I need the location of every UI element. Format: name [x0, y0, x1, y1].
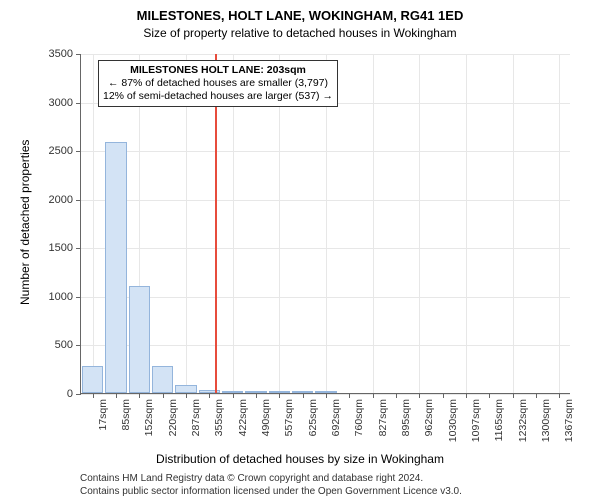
x-tick: [116, 393, 117, 398]
x-tick: [326, 393, 327, 398]
y-tick: [76, 54, 81, 55]
grid-line-vertical: [559, 54, 560, 393]
grid-line-vertical: [466, 54, 467, 393]
x-tick: [419, 393, 420, 398]
x-tick: [396, 393, 397, 398]
annotation-line: ← 87% of detached houses are smaller (3,…: [103, 77, 333, 90]
histogram-bar: [82, 366, 103, 393]
footer-line: Contains public sector information licen…: [80, 485, 462, 498]
x-tick-label: 557sqm: [283, 399, 295, 436]
annotation-box: MILESTONES HOLT LANE: 203sqm ← 87% of de…: [98, 60, 338, 107]
y-tick: [76, 345, 81, 346]
y-tick-label: 2500: [49, 145, 73, 157]
x-tick-label: 1030sqm: [447, 399, 459, 442]
y-tick: [76, 151, 81, 152]
x-axis-label: Distribution of detached houses by size …: [0, 452, 600, 466]
histogram-bar: [222, 391, 243, 393]
y-tick-label: 1000: [49, 291, 73, 303]
x-tick: [466, 393, 467, 398]
histogram-bar: [129, 286, 150, 393]
x-tick-label: 1165sqm: [493, 399, 505, 441]
x-tick-label: 220sqm: [167, 399, 179, 436]
annotation-line: MILESTONES HOLT LANE: 203sqm: [103, 64, 333, 77]
x-tick: [163, 393, 164, 398]
x-tick-label: 962sqm: [423, 399, 435, 436]
footer-line: Contains HM Land Registry data © Crown c…: [80, 472, 462, 485]
histogram-bar: [315, 391, 336, 393]
y-tick-label: 3000: [49, 97, 73, 109]
chart-title-line2: Size of property relative to detached ho…: [0, 26, 600, 40]
x-tick-label: 152sqm: [143, 399, 155, 436]
grid-line-vertical: [93, 54, 94, 393]
y-tick-label: 1500: [49, 242, 73, 254]
x-tick: [536, 393, 537, 398]
x-tick: [186, 393, 187, 398]
x-tick: [139, 393, 140, 398]
x-tick: [303, 393, 304, 398]
x-tick: [349, 393, 350, 398]
x-tick: [489, 393, 490, 398]
x-tick-label: 1367sqm: [563, 399, 575, 442]
grid-line-vertical: [373, 54, 374, 393]
y-tick: [76, 103, 81, 104]
y-tick-label: 2000: [49, 194, 73, 206]
histogram-bar: [152, 366, 173, 393]
footer-credits: Contains HM Land Registry data © Crown c…: [80, 472, 462, 498]
x-tick-label: 17sqm: [97, 399, 109, 431]
y-tick: [76, 394, 81, 395]
histogram-bar: [105, 142, 126, 393]
grid-line-vertical: [513, 54, 514, 393]
x-tick-label: 355sqm: [213, 399, 225, 436]
annotation-line: 12% of semi-detached houses are larger (…: [103, 90, 333, 103]
y-tick-label: 0: [67, 388, 73, 400]
x-tick: [93, 393, 94, 398]
x-tick-label: 760sqm: [353, 399, 365, 436]
x-tick: [513, 393, 514, 398]
x-tick: [443, 393, 444, 398]
y-tick: [76, 248, 81, 249]
x-tick-label: 1232sqm: [517, 399, 529, 442]
x-tick-label: 490sqm: [260, 399, 272, 436]
x-tick-label: 422sqm: [237, 399, 249, 436]
y-tick: [76, 297, 81, 298]
x-tick-label: 692sqm: [330, 399, 342, 436]
x-tick: [233, 393, 234, 398]
x-tick-label: 85sqm: [120, 399, 132, 431]
x-tick: [279, 393, 280, 398]
x-tick-label: 827sqm: [377, 399, 389, 436]
histogram-bar: [245, 391, 266, 393]
grid-line-vertical: [419, 54, 420, 393]
histogram-bar: [292, 391, 313, 393]
x-tick-label: 625sqm: [307, 399, 319, 436]
y-tick-label: 3500: [49, 48, 73, 60]
x-tick: [256, 393, 257, 398]
y-tick: [76, 200, 81, 201]
histogram-bar: [175, 385, 196, 393]
histogram-bar: [269, 391, 290, 393]
y-axis-label: Number of detached properties: [18, 140, 32, 305]
x-tick: [209, 393, 210, 398]
x-tick: [373, 393, 374, 398]
x-tick-label: 287sqm: [190, 399, 202, 436]
chart-title-line1: MILESTONES, HOLT LANE, WOKINGHAM, RG41 1…: [0, 8, 600, 23]
y-tick-label: 500: [55, 339, 73, 351]
x-tick: [559, 393, 560, 398]
x-tick-label: 895sqm: [400, 399, 412, 436]
x-tick-label: 1300sqm: [540, 399, 552, 442]
x-tick-label: 1097sqm: [470, 399, 482, 442]
